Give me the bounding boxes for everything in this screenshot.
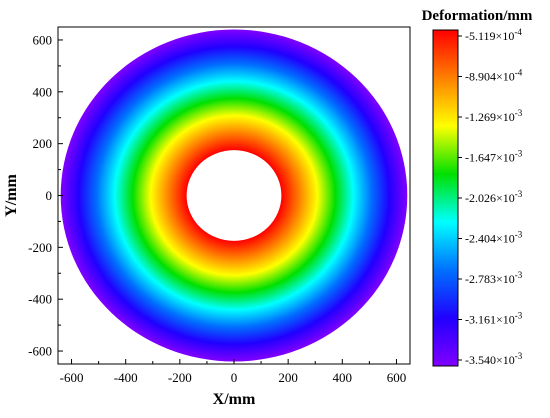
colorbar-tick-exponent: -4 [514, 27, 522, 37]
colorbar-tick-label: -1.269×10-3 [465, 108, 523, 124]
x-tick-label: 200 [278, 370, 298, 385]
colorbar-tick-exponent: -3 [515, 189, 523, 199]
colorbar-tick-mantissa: -5.119×10 [465, 29, 514, 43]
colorbar-tick-mantissa: -3.161×10 [465, 313, 515, 327]
colorbar-tick-label: -8.904×10-4 [465, 68, 523, 84]
colorbar-tick-mantissa: -2.026×10 [465, 191, 515, 205]
y-tick-label: -600 [28, 344, 52, 359]
x-tick-label: 0 [231, 370, 238, 385]
y-axis: 600 400 200 0 -200 -400 -600 [28, 32, 63, 359]
y-axis-title: Y/mm [3, 174, 20, 217]
colorbar-tick-exponent: -3 [515, 149, 523, 159]
colorbar-tick-exponent: -4 [515, 68, 523, 78]
x-tick-label: -600 [60, 370, 84, 385]
colorbar-tick-mantissa: -8.904×10 [465, 70, 515, 84]
colorbar-scale [432, 29, 459, 367]
colorbar-title: Deformation/mm [422, 8, 533, 24]
x-axis: -600 -400 -200 0 200 400 600 [60, 359, 407, 385]
plot-area [57, 26, 411, 365]
x-tick-label: -400 [114, 370, 138, 385]
colorbar-tick-exponent: -3 [515, 108, 523, 118]
colorbar-tick-label: -2.404×10-3 [465, 230, 523, 246]
colorbar-tick-mantissa: -2.783×10 [465, 272, 515, 286]
y-tick-label: 400 [33, 84, 53, 99]
colorbar-tick-exponent: -3 [515, 351, 523, 361]
y-tick-label: -200 [28, 240, 52, 255]
y-tick-label: 0 [46, 188, 53, 203]
y-tick-label: -400 [28, 292, 52, 307]
y-tick-label: 200 [33, 136, 53, 151]
x-tick-label: 600 [387, 370, 407, 385]
y-tick-label: 600 [33, 32, 53, 47]
colorbar-tick-label: -1.647×10-3 [465, 149, 523, 165]
colorbar-tick-label: -3.540×10-3 [465, 351, 523, 367]
colorbar-tick-mantissa: -1.647×10 [465, 151, 515, 165]
colorbar: -5.119×10-4-8.904×10-4-1.269×10-3-1.647×… [432, 27, 523, 367]
colorbar-tick-exponent: -3 [515, 270, 523, 280]
colorbar-ticks: -5.119×10-4-8.904×10-4-1.269×10-3-1.647×… [458, 27, 523, 367]
colorbar-tick-mantissa: -3.540×10 [465, 353, 515, 367]
colorbar-tick-exponent: -3 [515, 311, 523, 321]
x-axis-title: X/mm [213, 391, 256, 408]
colorbar-tick-label: -2.783×10-3 [465, 270, 523, 286]
colorbar-tick-mantissa: -1.269×10 [465, 110, 515, 124]
x-tick-label: -200 [168, 370, 192, 385]
deformation-annulus [60, 29, 408, 362]
colorbar-tick-exponent: -3 [515, 230, 523, 240]
x-tick-label: 400 [333, 370, 353, 385]
colorbar-tick-mantissa: -2.404×10 [465, 232, 515, 246]
colorbar-tick-label: -3.161×10-3 [465, 311, 523, 327]
colorbar-tick-label: -2.026×10-3 [465, 189, 523, 205]
colorbar-tick-label: -5.119×10-4 [465, 27, 522, 43]
